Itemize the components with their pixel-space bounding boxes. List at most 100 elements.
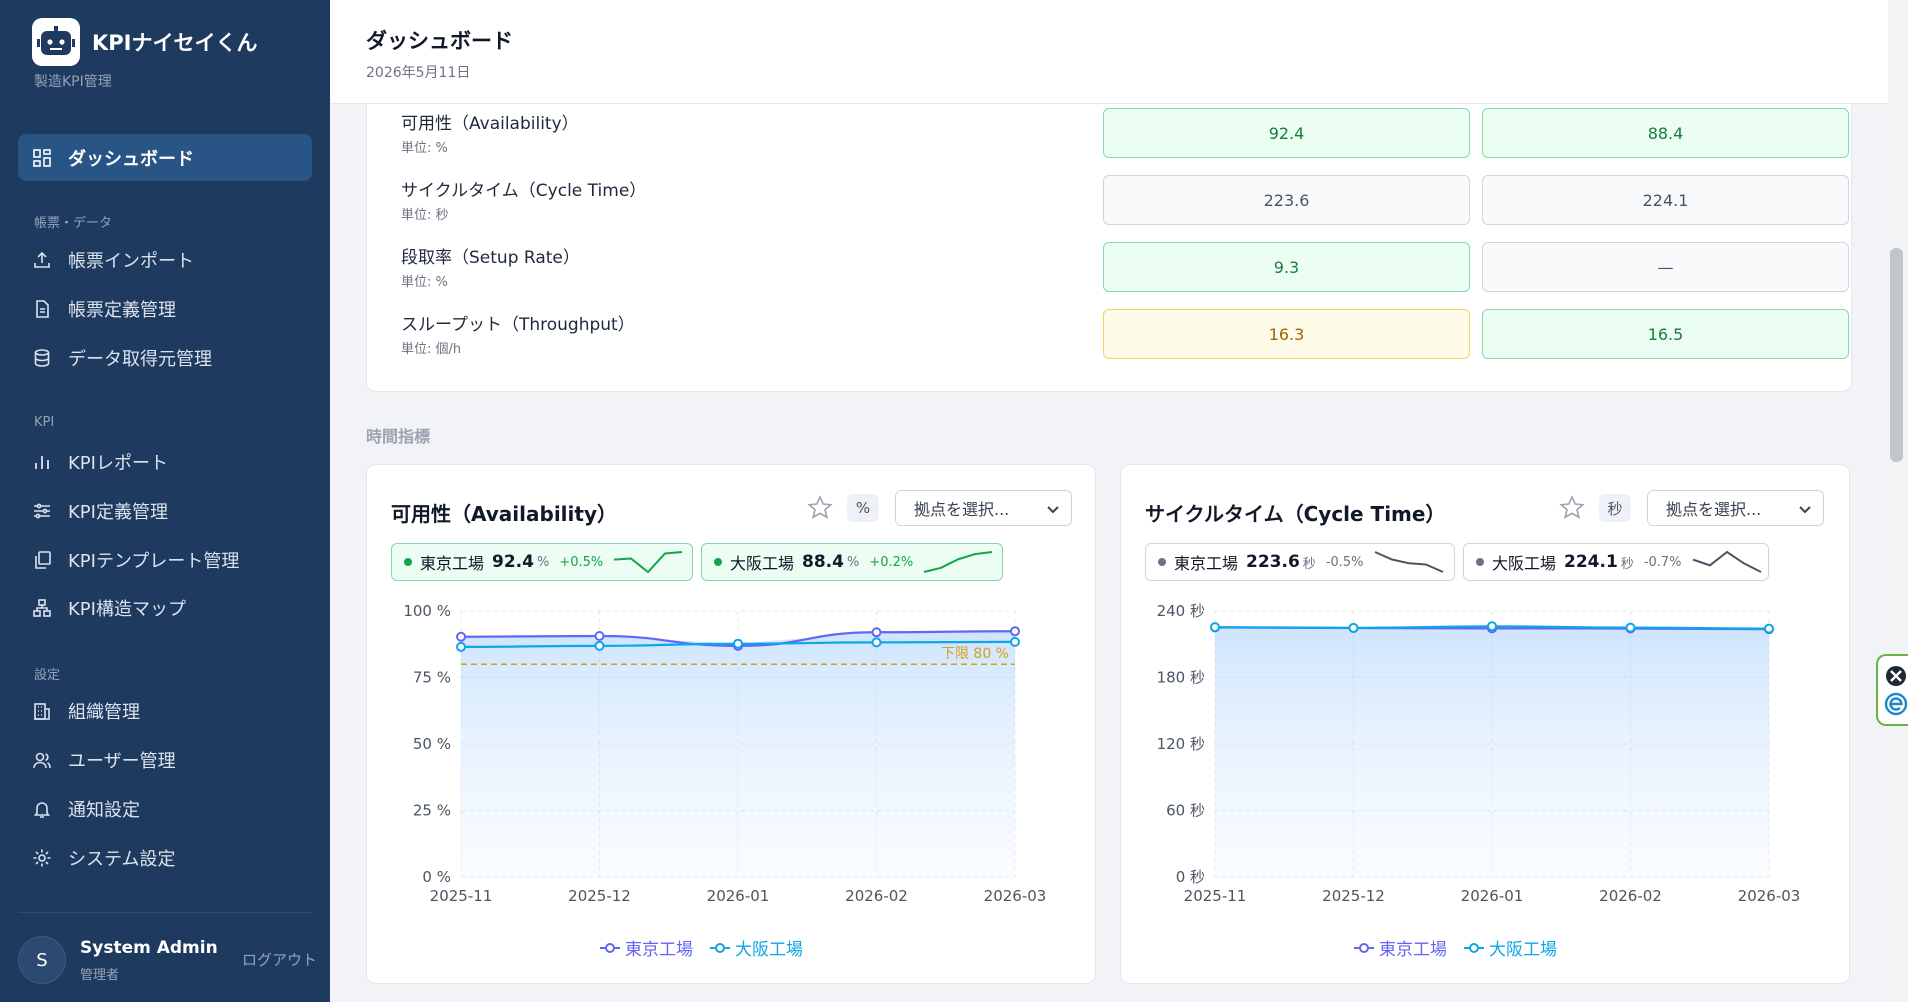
site-select[interactable]: 拠点を選択... (1647, 490, 1824, 526)
nav-item-notifications[interactable]: 通知設定 (18, 789, 312, 829)
site-select-placeholder: 拠点を選択... (914, 500, 1010, 519)
x-tick-label: 2026-02 (845, 887, 908, 905)
robot-logo-icon (32, 18, 80, 66)
data-point (1010, 626, 1020, 637)
kpi-value-cell[interactable]: 92.4 (1103, 108, 1470, 158)
chip-value: 88.4 (802, 552, 844, 572)
chip-delta: +0.5% (559, 554, 604, 570)
nav-item-organization[interactable]: 組織管理 (18, 691, 312, 731)
main-content: ダッシュボード 2026年5月11日 可用性（Availability） 単位:… (330, 0, 1888, 1002)
y-tick-label: 25 % (413, 802, 451, 820)
star-icon[interactable] (805, 493, 835, 523)
legend-marker (1354, 942, 1374, 953)
nav-item-label: システム設定 (68, 849, 176, 870)
y-tick-label: 120 秒 (1157, 735, 1205, 753)
divider (18, 912, 312, 913)
data-point (456, 631, 466, 642)
data-point (1487, 621, 1497, 632)
nav-item-label: 帳票インポート (68, 251, 194, 272)
extension-icon (1884, 666, 1908, 716)
scrollbar-track[interactable] (1888, 0, 1908, 1002)
nav-item-kpi-report[interactable]: KPIレポート (18, 442, 312, 482)
site-chip[interactable]: 大阪工場 224.1 秒 -0.7% (1463, 543, 1769, 581)
nav-item-report-import[interactable]: 帳票インポート (18, 240, 312, 280)
extension-widget[interactable] (1876, 654, 1908, 726)
kpi-value-cell[interactable]: 16.5 (1482, 309, 1849, 359)
page-header: ダッシュボード 2026年5月11日 (330, 0, 1888, 104)
chip-site: 大阪工場 (730, 554, 795, 573)
chart-card-availability: 可用性（Availability） % 拠点を選択... 東京工場 92.4 %… (366, 464, 1096, 984)
legend-item[interactable]: 大阪工場 (1463, 935, 1557, 960)
nav-item-label: KPI定義管理 (68, 502, 168, 523)
chip-unit: 秒 (1620, 556, 1634, 572)
legend-item[interactable]: 大阪工場 (709, 935, 803, 960)
data-point (871, 637, 882, 648)
nav-item-label: データ取得元管理 (68, 349, 212, 370)
status-dot (1158, 558, 1166, 566)
nav-item-system-settings[interactable]: システム設定 (18, 838, 312, 878)
page-date: 2026年5月11日 (366, 65, 471, 81)
kpi-value-cell[interactable]: 9.3 (1103, 242, 1470, 292)
bar-chart-icon (35, 456, 49, 469)
bell-icon (33, 802, 51, 818)
sparkline-path (924, 551, 993, 573)
chip-value: 224.1 (1564, 552, 1618, 572)
chip-delta: -0.7% (1643, 554, 1682, 570)
nav-section-label: 設定 (34, 668, 61, 683)
site-select[interactable]: 拠点を選択... (895, 490, 1072, 526)
data-point (1764, 623, 1774, 634)
legend-item[interactable]: 東京工場 (599, 935, 693, 960)
y-tick-label: 240 秒 (1157, 602, 1205, 620)
data-point (1010, 636, 1020, 647)
y-tick-label: 100 % (403, 602, 451, 620)
user-role: 管理者 (80, 968, 120, 983)
data-point (871, 627, 882, 638)
site-chip[interactable]: 東京工場 92.4 % +0.5% (391, 543, 693, 581)
kpi-value-cell[interactable]: 16.3 (1103, 309, 1470, 359)
kpi-unit: 単位: % (401, 275, 448, 290)
nav-item-users[interactable]: ユーザー管理 (18, 740, 312, 780)
nav-item-data-sources[interactable]: データ取得元管理 (18, 338, 312, 378)
legend-label: 東京工場 (625, 940, 693, 960)
y-tick-label: 50 % (413, 735, 451, 753)
nav-item-label: KPI構造マップ (68, 599, 186, 620)
chip-unit: 秒 (1302, 556, 1316, 572)
kpi-value-cell[interactable]: 223.6 (1103, 175, 1470, 225)
kpi-value-cell[interactable]: 224.1 (1482, 175, 1849, 225)
nav-item-kpi-definitions[interactable]: KPI定義管理 (18, 491, 312, 531)
unit-badge: % (847, 494, 879, 522)
nav-item-label: 帳票定義管理 (68, 300, 176, 321)
legend-label: 東京工場 (1379, 940, 1447, 960)
kpi-name: 可用性（Availability） (401, 114, 579, 134)
nav-item-kpi-templates[interactable]: KPIテンプレート管理 (18, 540, 312, 580)
legend-item[interactable]: 東京工場 (1353, 935, 1447, 960)
kpi-value-cell[interactable]: 88.4 (1482, 108, 1849, 158)
x-tick-label: 2025-12 (568, 887, 631, 905)
y-tick-label: 180 秒 (1157, 669, 1205, 687)
nav-item-label: KPIテンプレート管理 (68, 551, 240, 572)
user-name: System Admin (80, 938, 218, 958)
nav-item-label: 通知設定 (68, 800, 140, 821)
chart-title: サイクルタイム（Cycle Time） (1145, 502, 1446, 526)
app-name: KPIナイセイくん (92, 31, 258, 55)
nav-item-report-definitions[interactable]: 帳票定義管理 (18, 289, 312, 329)
star-icon[interactable] (1557, 493, 1587, 523)
site-chip[interactable]: 大阪工場 88.4 % +0.2% (701, 543, 1003, 581)
kpi-name: サイクルタイム（Cycle Time） (401, 181, 647, 201)
nav-item-label: ダッシュボード (68, 148, 194, 170)
legend-marker (710, 942, 730, 953)
legend-label: 大阪工場 (1489, 940, 1557, 960)
kpi-value-cell[interactable]: — (1482, 242, 1849, 292)
document-icon (36, 300, 49, 318)
logout-button[interactable]: ログアウト (242, 951, 318, 969)
chevron-down-icon (1799, 506, 1811, 514)
x-tick-label: 2026-01 (1461, 887, 1524, 905)
scrollbar-thumb[interactable] (1890, 248, 1903, 462)
nav-section-label: 帳票・データ (34, 216, 113, 231)
nav-item-dashboard[interactable]: ダッシュボード (18, 134, 312, 181)
site-chip[interactable]: 東京工場 223.6 秒 -0.5% (1145, 543, 1455, 581)
brand[interactable]: KPIナイセイくん (32, 18, 257, 66)
data-point (1348, 622, 1359, 633)
nav-item-kpi-structure-map[interactable]: KPI構造マップ (18, 588, 312, 628)
kpi-unit: 単位: % (401, 141, 448, 156)
